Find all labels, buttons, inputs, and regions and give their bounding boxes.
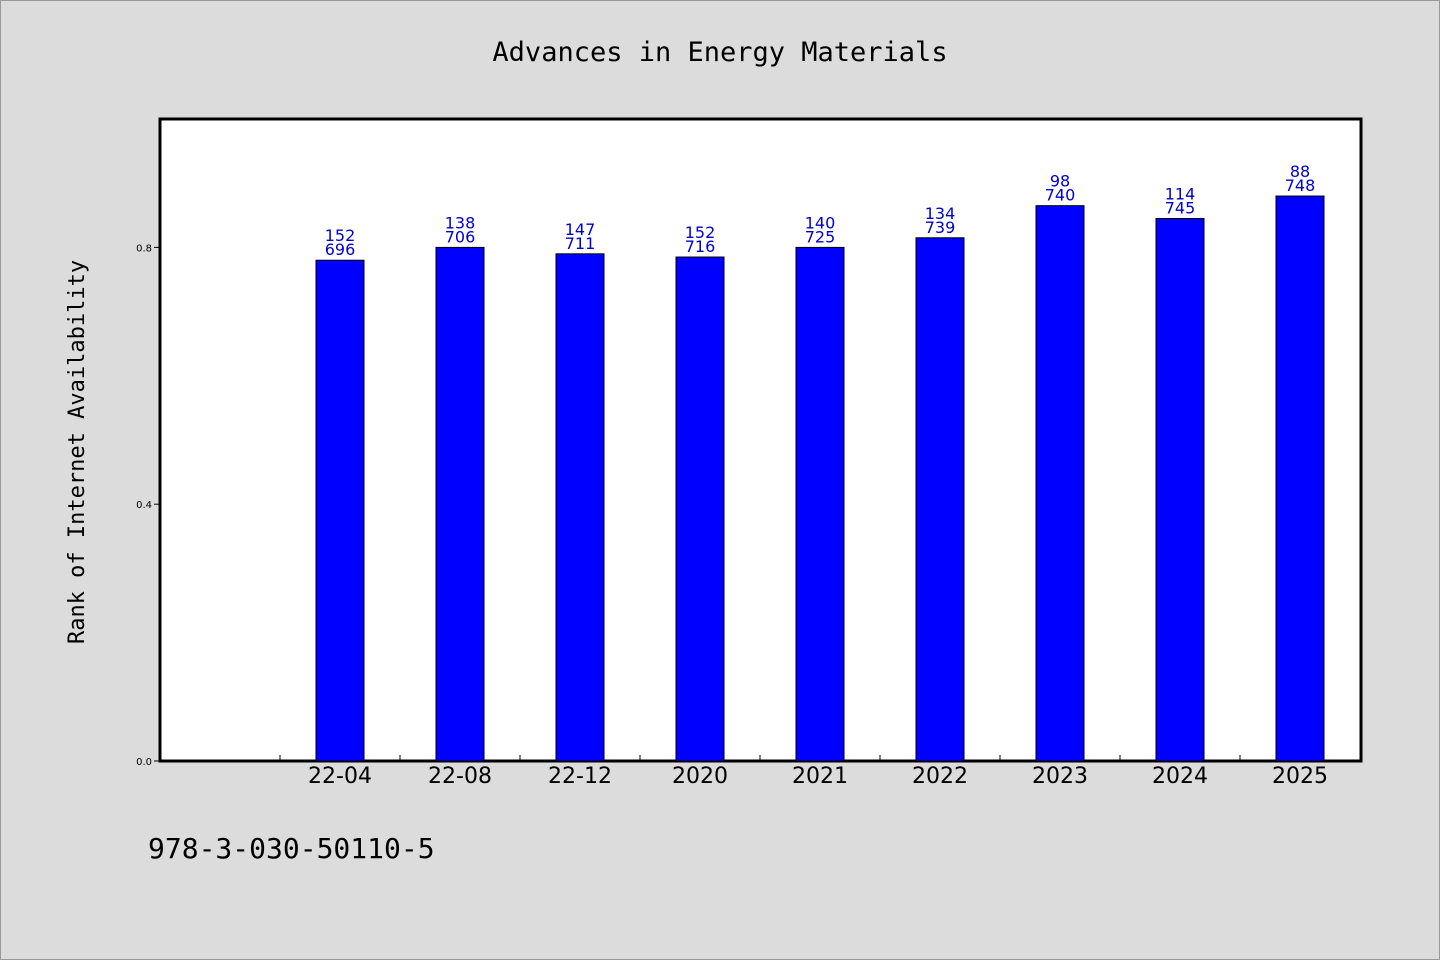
bar-label-top: 147 xyxy=(565,220,596,239)
y-tick-label: 0.0 xyxy=(136,757,152,768)
bar-label-top: 152 xyxy=(325,226,356,245)
bar-label-top: 138 xyxy=(445,213,476,232)
x-tick-label: 2025 xyxy=(1272,764,1328,789)
bar-label-bottom: 740 xyxy=(1045,186,1076,205)
bar xyxy=(795,246,845,762)
bar-label-bottom: 706 xyxy=(445,227,476,246)
x-tick-label: 2023 xyxy=(1032,764,1088,789)
x-tick-label: 22-12 xyxy=(548,764,612,789)
isbn-footer: 978-3-030-50110-5 xyxy=(148,832,435,865)
bar xyxy=(1275,195,1325,762)
bar-label-bottom: 711 xyxy=(565,234,596,253)
bar xyxy=(555,253,605,762)
bar-label-bottom: 696 xyxy=(325,240,356,259)
x-tick-label: 22-04 xyxy=(308,764,372,789)
bar-label-bottom: 716 xyxy=(685,237,716,256)
y-axis-ticks: 0.0 0.4 0.8 xyxy=(136,243,160,768)
y-axis-label: Rank of Internet Availability xyxy=(65,260,90,644)
bar xyxy=(915,237,965,762)
x-tick-label: 2024 xyxy=(1152,764,1208,789)
bar-label-bottom: 725 xyxy=(805,227,836,246)
bar xyxy=(1035,205,1085,762)
bar-label-bottom: 745 xyxy=(1165,199,1196,218)
bar-label-top: 140 xyxy=(805,213,836,232)
y-tick-label: 0.8 xyxy=(136,243,152,254)
x-tick-label: 22-08 xyxy=(428,764,492,789)
bar xyxy=(675,256,725,762)
bar-label-top: 98 xyxy=(1050,172,1070,191)
x-tick-label: 2022 xyxy=(912,764,968,789)
bar xyxy=(435,246,485,762)
bar-label-bottom: 739 xyxy=(925,218,956,237)
chart-title: Advances in Energy Materials xyxy=(492,37,947,68)
bars xyxy=(315,195,1325,762)
bar-label-bottom: 748 xyxy=(1285,176,1316,195)
bar xyxy=(315,259,365,762)
x-tick-label: 2021 xyxy=(792,764,848,789)
x-axis-ticks: 22-04 22-08 22-12 2020 2021 2022 2023 2024 2025 xyxy=(279,755,1361,789)
bar-label-top: 134 xyxy=(925,204,956,223)
y-tick-label: 0.4 xyxy=(136,500,152,511)
bar-label-top: 88 xyxy=(1290,162,1310,181)
x-tick-label: 2020 xyxy=(672,764,728,789)
bar xyxy=(1155,218,1205,762)
bar-label-top: 152 xyxy=(685,223,716,242)
bar-label-top: 114 xyxy=(1165,185,1196,204)
